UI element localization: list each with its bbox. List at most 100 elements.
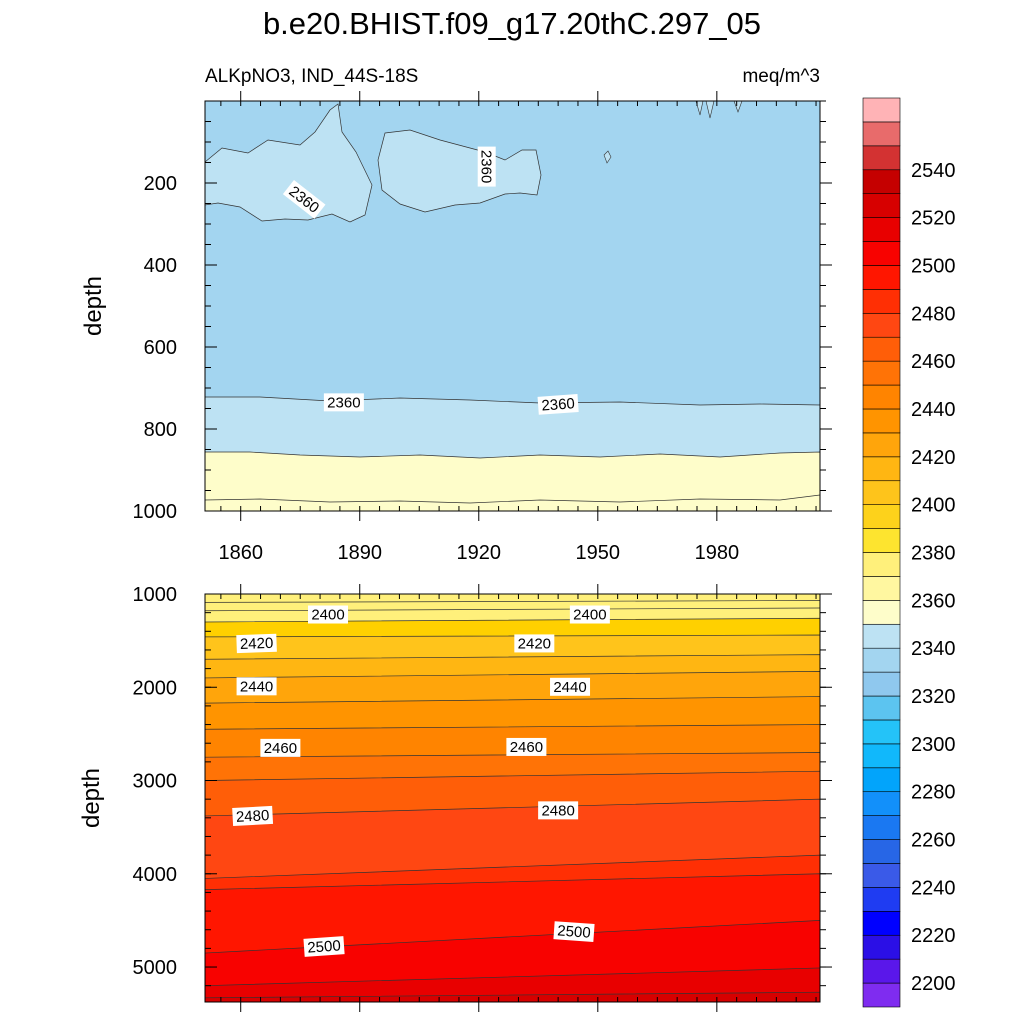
top-panel-fill xyxy=(204,100,821,512)
colorbar-swatch-1 xyxy=(862,958,901,984)
chart-subtitle-right: meq/m^3 xyxy=(742,66,820,87)
top-region-2390-bottom xyxy=(204,451,821,512)
top-y-axis-label: depth xyxy=(80,276,107,336)
colorbar-tick-label-14: 2480 xyxy=(911,303,956,325)
bottom-contour-label-bg-9 xyxy=(538,801,579,820)
top-contour-label-1: 2360 xyxy=(477,146,496,187)
bottom-contour-line-2 xyxy=(204,607,821,612)
colorbar-swatch-18 xyxy=(862,552,901,577)
bottom-contour-label-bg-8 xyxy=(232,805,274,826)
colorbar-swatch-29 xyxy=(862,289,901,314)
bottom-contour-label-bg-11 xyxy=(553,921,595,942)
bottom-panel-frame xyxy=(204,593,821,1003)
colorbar-swatch-28 xyxy=(862,312,901,338)
bottom-contour-label-bg-5 xyxy=(550,677,591,696)
top-region-2400-edge xyxy=(204,494,821,504)
top-y-ticks: 200 400 600 800 1000 xyxy=(133,100,832,523)
bottom-contour-label-text-7: 2460 xyxy=(510,739,543,756)
bottom-contour-label-bg-2 xyxy=(236,633,277,654)
bottom-contour-label-bg-4 xyxy=(236,677,277,696)
colorbar-swatch-13 xyxy=(862,671,901,697)
bottom-contour-label-5: 2440 xyxy=(550,677,591,696)
top-y-tick-label-1: 400 xyxy=(144,255,177,277)
bottom-x-ticks xyxy=(220,584,817,1012)
colorbar-swatch-12 xyxy=(862,695,901,721)
top-contour-label-text-2: 2360 xyxy=(327,394,360,411)
colorbar-tick-label-2: 2240 xyxy=(911,877,956,899)
colorbar-swatch-16 xyxy=(862,600,901,625)
colorbar-swatch-25 xyxy=(862,384,901,410)
colorbar-tick-label-10: 2400 xyxy=(911,495,956,517)
colorbar-swatch-23 xyxy=(862,432,901,458)
top-y-tick-label-0: 200 xyxy=(144,173,177,195)
top-contour-label-text-1: 2360 xyxy=(478,150,495,183)
colorbar-tick-label-4: 2280 xyxy=(911,782,956,804)
top-contour-label-2: 2360 xyxy=(323,393,364,412)
bottom-y-tick-label-1: 2000 xyxy=(133,677,178,699)
colorbar-swatch-14 xyxy=(862,647,901,673)
colorbar-swatch-0 xyxy=(862,982,901,1008)
colorbar-tick-label-5: 2300 xyxy=(911,734,956,756)
colorbar-tick-label-13: 2460 xyxy=(911,351,956,373)
bottom-contour-label-0: 2400 xyxy=(308,605,348,624)
colorbar-swatch-8 xyxy=(862,791,901,816)
colorbar-swatch-27 xyxy=(862,336,901,362)
top-contour-label-bg-1 xyxy=(477,146,496,187)
colorbar-swatch-6 xyxy=(862,839,901,864)
top-x-tick-label-1: 1890 xyxy=(337,542,382,564)
bottom-contour-label-text-4: 2440 xyxy=(240,678,273,695)
colorbar-swatch-32 xyxy=(862,217,901,242)
bottom-contour-label-11: 2500 xyxy=(553,921,595,942)
bottom-contour-label-2: 2420 xyxy=(236,633,277,654)
colorbar-swatch-26 xyxy=(862,360,901,386)
bottom-contour-label-text-1: 2400 xyxy=(573,607,606,624)
bottom-y-tick-label-3: 4000 xyxy=(133,864,178,886)
bottom-contour-label-6: 2460 xyxy=(260,738,301,757)
top-contour-label-bg-3 xyxy=(537,394,579,415)
colorbar-swatch-9 xyxy=(862,767,901,793)
top-x-ticks: 1860 1890 1920 1950 1980 xyxy=(218,91,817,564)
colorbar-swatch-2 xyxy=(862,934,901,960)
colorbar-swatch-11 xyxy=(862,719,901,745)
bottom-contour-label-10: 2500 xyxy=(303,936,345,957)
top-contour-label-bg-0 xyxy=(282,179,326,219)
bottom-contour-label-8: 2480 xyxy=(232,805,274,826)
colorbar-swatch-19 xyxy=(862,528,901,553)
bottom-contour-label-bg-10 xyxy=(303,936,345,957)
top-region-2370-patch-left xyxy=(204,103,373,223)
colorbar-tick-label-6: 2320 xyxy=(911,686,956,708)
bottom-contour-label-text-11: 2500 xyxy=(557,922,591,941)
top-y-tick-label-3: 800 xyxy=(144,419,177,441)
bottom-contour-bands xyxy=(204,594,821,1003)
top-y-tick-label-2: 600 xyxy=(144,337,177,359)
bottom-contour-label-text-3: 2420 xyxy=(518,635,551,652)
colorbar-swatch-17 xyxy=(862,576,901,601)
chart-title: b.e20.BHIST.f09_g17.20thC.297_05 xyxy=(263,6,761,41)
bottom-contour-label-text-5: 2440 xyxy=(553,679,586,696)
bottom-contour-label-bg-1 xyxy=(569,605,610,624)
colorbar-tick-label-3: 2260 xyxy=(911,830,956,852)
colorbar-swatch-31 xyxy=(862,241,901,266)
colorbar-swatch-21 xyxy=(862,480,901,505)
bottom-panel: 2400 2400 2420 2420 2440 2440 2460 2460 2480 2480… xyxy=(78,584,832,1012)
bottom-contour-label-bg-3 xyxy=(514,634,555,653)
colorbar-swatch-35 xyxy=(862,145,901,171)
colorbar-swatch-34 xyxy=(862,169,901,194)
chart-subtitle-left: ALKpNO3, IND_44S-18S xyxy=(205,66,418,87)
colorbar-swatch-30 xyxy=(862,265,901,290)
top-contour-label-text-3: 2360 xyxy=(541,395,575,414)
bottom-y-tick-label-2: 3000 xyxy=(133,771,178,793)
bottom-contour-label-text-10: 2500 xyxy=(307,937,341,956)
bottom-contour-label-7: 2460 xyxy=(506,737,547,756)
top-contour-label-bg-2 xyxy=(323,393,364,412)
bottom-contour-label-text-2: 2420 xyxy=(240,635,274,653)
bottom-y-tick-label-4: 5000 xyxy=(133,957,178,979)
top-contour-label-3: 2360 xyxy=(537,394,579,415)
bottom-contour-label-text-8: 2480 xyxy=(236,807,270,826)
top-x-tick-label-2: 1920 xyxy=(457,542,502,564)
bottom-y-ticks: 1000 2000 3000 4000 5000 xyxy=(133,584,832,987)
bottom-contour-label-bg-7 xyxy=(506,737,547,756)
colorbar-tick-label-1: 2220 xyxy=(911,925,956,947)
